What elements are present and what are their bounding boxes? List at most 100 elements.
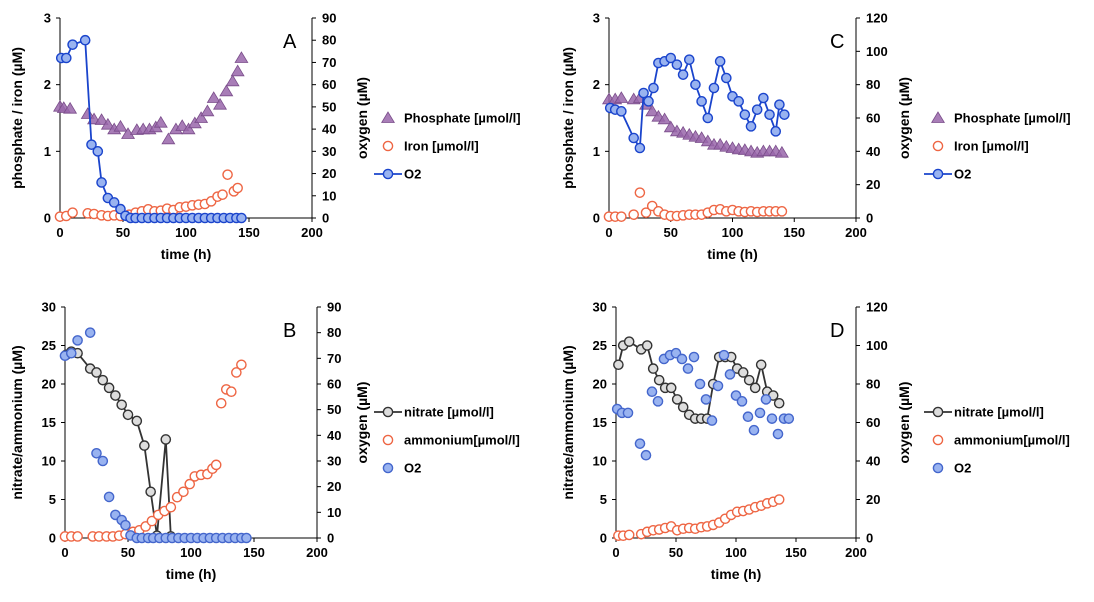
legend-label: Phosphate [µmol/l] xyxy=(404,111,521,126)
data-point xyxy=(63,101,78,114)
data-point xyxy=(776,206,788,217)
data-point xyxy=(665,382,677,394)
series-ammonium-mol-l xyxy=(613,494,785,541)
data-point xyxy=(72,335,83,346)
data-point xyxy=(84,327,96,338)
data-point xyxy=(623,529,635,541)
y2-tick-label: 60 xyxy=(327,377,341,392)
data-point xyxy=(236,359,247,371)
data-point xyxy=(694,378,706,390)
data-point xyxy=(181,122,196,135)
series-o2 xyxy=(611,347,795,461)
legend-label: ammonium[µmol/l] xyxy=(954,433,1070,448)
data-point xyxy=(160,434,172,445)
y2-tick-label: 100 xyxy=(866,44,888,59)
x-tick-label: 0 xyxy=(56,225,63,240)
y2-tick-label: 80 xyxy=(866,77,880,92)
y-tick-label: 25 xyxy=(593,338,607,353)
data-point xyxy=(97,455,109,467)
data-point xyxy=(766,413,778,424)
data-point xyxy=(92,146,104,157)
data-point xyxy=(638,87,649,99)
y-axis-title: phosphate / iron (µM) xyxy=(9,47,25,189)
data-point xyxy=(622,407,634,419)
y2-tick-label: 40 xyxy=(322,122,336,137)
y-tick-label: 3 xyxy=(593,11,600,26)
y-tick-label: 0 xyxy=(593,211,600,226)
y-tick-label: 30 xyxy=(593,300,607,315)
data-point xyxy=(97,374,109,386)
data-point xyxy=(67,207,78,218)
series-o2 xyxy=(55,34,247,224)
data-point xyxy=(613,359,624,371)
x-tick-label: 150 xyxy=(783,225,805,240)
data-point xyxy=(226,386,237,398)
data-point xyxy=(146,515,158,527)
data-point xyxy=(646,386,658,398)
data-point xyxy=(634,438,646,449)
data-point xyxy=(623,336,635,347)
data-point xyxy=(663,120,678,133)
y2-tick-label: 60 xyxy=(866,111,880,126)
legend-item: O2 xyxy=(382,461,421,476)
y2-tick-label: 20 xyxy=(322,166,336,181)
legend-item: Phosphate [µmol/l] xyxy=(380,111,521,126)
data-point xyxy=(120,519,131,531)
x-tick-label: 50 xyxy=(116,225,130,240)
data-point xyxy=(91,447,102,459)
data-point xyxy=(755,359,767,371)
x-tick-label: 50 xyxy=(669,545,683,560)
data-point xyxy=(145,486,156,498)
data-point xyxy=(764,109,775,120)
data-point xyxy=(758,92,769,104)
y2-tick-label: 60 xyxy=(322,77,336,92)
x-axis-title: time (h) xyxy=(161,246,212,262)
y-tick-label: 15 xyxy=(593,415,607,430)
data-point xyxy=(210,459,222,471)
x-tick-label: 200 xyxy=(845,225,867,240)
y2-tick-label: 0 xyxy=(866,211,873,226)
data-point xyxy=(774,99,785,110)
y2-tick-label: 20 xyxy=(866,177,880,192)
series-line xyxy=(65,350,172,537)
panel-d: 0 50 100 150 200051015202530020406080100120t… xyxy=(560,300,1070,583)
y-tick-label: 20 xyxy=(593,377,607,392)
data-point xyxy=(91,367,102,378)
y2-tick-label: 120 xyxy=(866,11,888,26)
data-point xyxy=(647,363,659,374)
data-point xyxy=(116,399,127,411)
legend-item: O2 xyxy=(924,167,971,182)
data-point xyxy=(213,97,228,110)
data-point xyxy=(770,126,782,137)
data-point xyxy=(700,394,712,405)
data-point xyxy=(742,411,754,423)
y-tick-label: 0 xyxy=(49,531,56,546)
data-point xyxy=(234,51,249,63)
y2-tick-label: 100 xyxy=(866,338,888,353)
data-point xyxy=(745,121,757,132)
y2-tick-label: 70 xyxy=(327,351,341,366)
legend-marker xyxy=(382,168,394,180)
data-point xyxy=(773,397,785,409)
panel-a: 0 50 100 150 20001230102030405060708090time … xyxy=(9,11,521,263)
y2-tick-label: 40 xyxy=(327,428,341,443)
data-point xyxy=(724,369,736,380)
data-point xyxy=(241,532,252,544)
data-point xyxy=(772,428,784,440)
panel-label: C xyxy=(830,31,844,53)
y2-tick-label: 40 xyxy=(866,144,880,159)
data-point xyxy=(749,382,761,394)
legend-item: ammonium[µmol/l] xyxy=(932,433,1070,448)
legend-label: O2 xyxy=(404,167,421,182)
legend-label: Iron [µmol/l] xyxy=(954,139,1029,154)
legend-item: nitrate [µmol/l] xyxy=(924,405,1044,420)
y2-tick-label: 60 xyxy=(866,415,880,430)
legend-marker xyxy=(382,140,394,152)
series-phosphate-mol-l xyxy=(52,51,249,145)
data-point xyxy=(677,401,689,413)
x-tick-label: 50 xyxy=(121,545,135,560)
data-point xyxy=(184,478,196,490)
y-axis-title: nitrate/ammonium (µM) xyxy=(9,345,25,499)
legend-label: O2 xyxy=(954,167,971,182)
